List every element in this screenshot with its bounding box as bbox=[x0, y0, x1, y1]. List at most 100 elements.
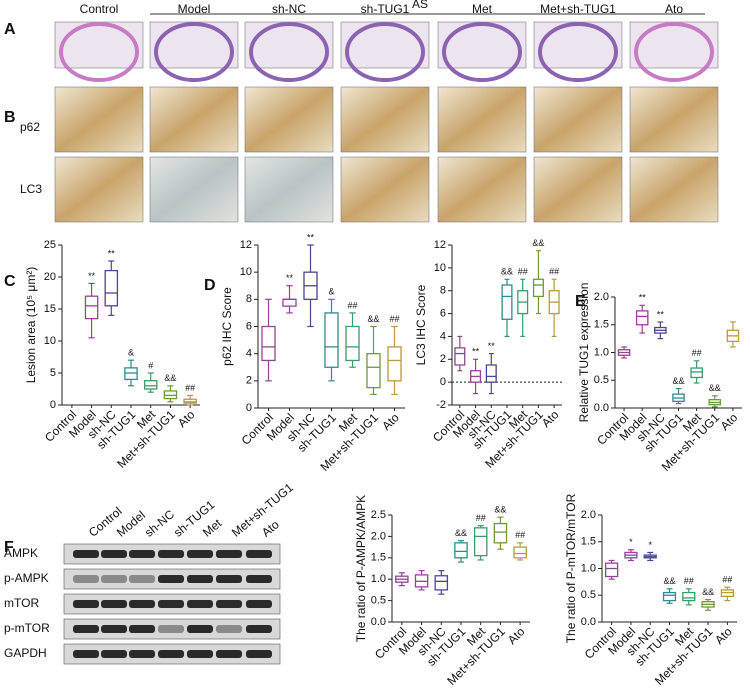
lc3-image bbox=[533, 156, 623, 223]
blot-band bbox=[129, 625, 155, 633]
box bbox=[635, 310, 649, 326]
y-tick-label: 15 bbox=[44, 303, 56, 315]
significance-mark: ** bbox=[307, 232, 315, 242]
x-tick-label: Ato bbox=[175, 407, 198, 430]
lc3-image bbox=[244, 156, 334, 223]
significance-mark: && bbox=[164, 373, 176, 383]
lc3-image bbox=[54, 156, 144, 223]
lc3-image bbox=[437, 156, 527, 223]
p62-image bbox=[629, 86, 719, 153]
blot-row-label: GAPDH bbox=[4, 646, 47, 660]
y-tick-label: 6 bbox=[440, 307, 446, 319]
lane-label: sh-NC bbox=[142, 507, 177, 540]
group-label: AS bbox=[412, 0, 428, 11]
significance-mark: ** bbox=[286, 273, 294, 283]
y-tick-label: 4 bbox=[440, 330, 446, 342]
blot-band bbox=[158, 650, 184, 658]
vessel-wall bbox=[442, 22, 522, 82]
blot-band bbox=[216, 650, 242, 658]
blot-band bbox=[129, 600, 155, 608]
box bbox=[454, 542, 468, 559]
significance-mark: ## bbox=[549, 267, 559, 277]
vessel-wall bbox=[59, 22, 139, 82]
y-tick-label: 1.5 bbox=[371, 552, 386, 564]
vessel-wall bbox=[538, 22, 618, 82]
p62-image bbox=[54, 86, 144, 153]
x-tick-label: Ato bbox=[379, 410, 402, 433]
lane-label: Ato bbox=[259, 517, 282, 540]
box bbox=[143, 380, 158, 390]
blot-band bbox=[246, 550, 272, 558]
box bbox=[485, 364, 497, 383]
blot-band bbox=[129, 650, 155, 658]
significance-mark: ## bbox=[389, 314, 399, 324]
significance-mark: & bbox=[328, 287, 334, 297]
row-label: p62 bbox=[20, 120, 40, 134]
he-image bbox=[340, 21, 430, 69]
box bbox=[324, 312, 339, 368]
y-tick-label: 2 bbox=[440, 353, 446, 365]
blot-band bbox=[187, 600, 213, 608]
significance-mark: ** bbox=[88, 271, 96, 281]
y-tick-label: 2.0 bbox=[371, 530, 386, 542]
y-tick-label: 1.0 bbox=[371, 573, 386, 585]
significance-mark: ** bbox=[108, 248, 116, 258]
y-tick-label: 1.5 bbox=[594, 319, 609, 331]
panel-letter: C bbox=[4, 273, 16, 290]
blot-band bbox=[73, 600, 99, 608]
blot-band bbox=[187, 550, 213, 558]
blot-band bbox=[129, 550, 155, 558]
blot-row-label: p-AMPK bbox=[4, 571, 49, 585]
p62-image bbox=[437, 86, 527, 153]
blot-band bbox=[158, 600, 184, 608]
y-tick-label: 10 bbox=[240, 266, 252, 278]
box bbox=[261, 325, 276, 362]
blot-band bbox=[73, 650, 99, 658]
lc3-image bbox=[149, 156, 239, 223]
x-tick-label: Ato bbox=[505, 624, 528, 647]
box bbox=[434, 575, 449, 591]
significance-mark: && bbox=[455, 528, 467, 538]
significance-mark: # bbox=[148, 360, 153, 370]
he-image bbox=[149, 21, 239, 69]
significance-mark: && bbox=[494, 505, 506, 515]
y-tick-label: 0 bbox=[246, 402, 252, 414]
significance-mark: && bbox=[501, 267, 513, 277]
significance-mark: && bbox=[367, 314, 379, 324]
box bbox=[345, 325, 360, 362]
blot-band bbox=[216, 625, 242, 633]
y-tick-label: 10 bbox=[434, 262, 446, 274]
y-tick-label: 4 bbox=[246, 348, 252, 360]
significance-mark: ## bbox=[347, 300, 357, 310]
box bbox=[532, 278, 544, 298]
significance-mark: & bbox=[128, 348, 134, 358]
y-axis-label: LC3 IHC Score bbox=[414, 284, 428, 365]
y-tick-label: 12 bbox=[240, 239, 252, 251]
box bbox=[690, 367, 703, 379]
blot-band bbox=[246, 650, 272, 658]
blot-band bbox=[101, 625, 127, 633]
significance-mark: * bbox=[648, 540, 652, 550]
y-tick-label: 6 bbox=[246, 320, 252, 332]
p62-image bbox=[533, 86, 623, 153]
y-tick-label: 8 bbox=[440, 285, 446, 297]
y-tick-label: 0.0 bbox=[581, 616, 596, 628]
significance-mark: ## bbox=[476, 513, 486, 523]
y-tick-label: 2 bbox=[246, 375, 252, 387]
blot-band bbox=[158, 550, 184, 558]
box bbox=[493, 522, 508, 544]
box bbox=[84, 295, 99, 320]
he-image bbox=[533, 21, 623, 69]
box bbox=[282, 298, 297, 307]
significance-mark: && bbox=[672, 376, 684, 386]
box bbox=[682, 591, 696, 602]
blot-band bbox=[101, 550, 127, 558]
significance-mark: ## bbox=[692, 348, 702, 358]
box bbox=[662, 591, 677, 602]
blot-row-label: mTOR bbox=[4, 596, 39, 610]
box bbox=[454, 347, 466, 366]
blot-band bbox=[158, 575, 184, 583]
blot-row-label: AMPK bbox=[4, 546, 38, 560]
panel-letter: A bbox=[4, 21, 16, 38]
blot-band bbox=[187, 625, 213, 633]
